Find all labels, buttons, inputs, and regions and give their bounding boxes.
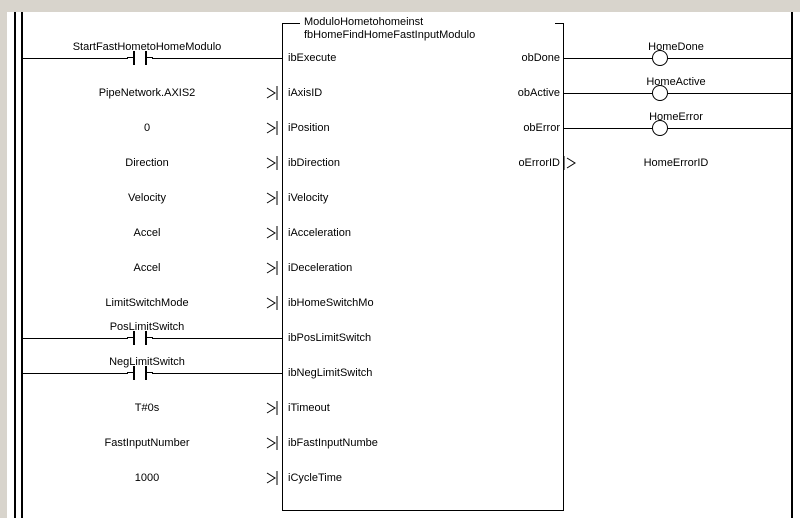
- input-value-label[interactable]: FastInputNumber: [22, 437, 272, 449]
- coil-symbol[interactable]: [652, 50, 668, 66]
- input-value-label[interactable]: 0: [22, 122, 272, 134]
- fb-input-param[interactable]: ibDirection: [288, 157, 408, 169]
- wire: [564, 128, 652, 129]
- fb-instance-name[interactable]: ModuloHometohomeinst: [286, 16, 560, 28]
- fb-output-param[interactable]: obDone: [480, 52, 560, 64]
- wire: [564, 58, 652, 59]
- fb-input-param[interactable]: iCycleTime: [288, 472, 408, 484]
- value-output-connector-icon: [562, 156, 580, 170]
- wire: [152, 373, 282, 374]
- fb-output-param[interactable]: obError: [480, 122, 560, 134]
- input-value-label[interactable]: 1000: [22, 472, 272, 484]
- value-input-connector-icon: [266, 296, 284, 310]
- wire: [22, 58, 128, 59]
- fb-input-param[interactable]: iDeceleration: [288, 262, 408, 274]
- wire: [22, 373, 128, 374]
- input-value-label[interactable]: Direction: [22, 157, 272, 169]
- value-input-connector-icon: [266, 226, 284, 240]
- fb-input-param[interactable]: iTimeout: [288, 402, 408, 414]
- fb-input-param[interactable]: ibPosLimitSwitch: [288, 332, 408, 344]
- output-variable-label[interactable]: HomeDone: [566, 41, 786, 53]
- value-input-connector-icon: [266, 436, 284, 450]
- output-variable-label[interactable]: HomeActive: [566, 76, 786, 88]
- wire: [152, 58, 282, 59]
- input-value-label[interactable]: LimitSwitchMode: [22, 297, 272, 309]
- contact-symbol[interactable]: [127, 331, 153, 345]
- fb-input-param[interactable]: iAxisID: [288, 87, 408, 99]
- ladder-left-power-rail-outer: [14, 12, 16, 518]
- fb-type-name: fbHomeFindHomeFastInputModulo: [286, 29, 560, 41]
- value-input-connector-icon: [266, 471, 284, 485]
- fb-output-param[interactable]: obActive: [480, 87, 560, 99]
- input-value-label[interactable]: PipeNetwork.AXIS2: [22, 87, 272, 99]
- fb-input-param[interactable]: iAcceleration: [288, 227, 408, 239]
- value-input-connector-icon: [266, 156, 284, 170]
- editor-top-margin: [0, 0, 800, 12]
- value-input-connector-icon: [266, 261, 284, 275]
- fb-output-param[interactable]: oErrorID: [480, 157, 560, 169]
- value-input-connector-icon: [266, 86, 284, 100]
- input-value-label[interactable]: Accel: [22, 262, 272, 274]
- fb-input-param[interactable]: iPosition: [288, 122, 408, 134]
- coil-symbol[interactable]: [652, 120, 668, 136]
- editor-left-margin: [0, 0, 7, 518]
- input-value-label[interactable]: Accel: [22, 227, 272, 239]
- ladder-right-power-rail: [791, 12, 793, 518]
- input-value-label[interactable]: Velocity: [22, 192, 272, 204]
- fb-input-param[interactable]: iVelocity: [288, 192, 408, 204]
- fb-input-param[interactable]: ibFastInputNumbe: [288, 437, 408, 449]
- wire: [22, 338, 128, 339]
- contact-symbol[interactable]: [127, 366, 153, 380]
- wire: [668, 93, 791, 94]
- fb-input-param[interactable]: ibHomeSwitchMo: [288, 297, 408, 309]
- wire: [668, 128, 791, 129]
- value-input-connector-icon: [266, 401, 284, 415]
- coil-symbol[interactable]: [652, 85, 668, 101]
- contact-symbol[interactable]: [127, 51, 153, 65]
- output-value-label[interactable]: HomeErrorID: [566, 157, 786, 169]
- input-value-label[interactable]: T#0s: [22, 402, 272, 414]
- value-input-connector-icon: [266, 121, 284, 135]
- output-variable-label[interactable]: HomeError: [566, 111, 786, 123]
- fb-input-param[interactable]: ibExecute: [288, 52, 408, 64]
- wire: [564, 93, 652, 94]
- wire: [668, 58, 791, 59]
- fb-input-param[interactable]: ibNegLimitSwitch: [288, 367, 408, 379]
- wire: [152, 338, 282, 339]
- value-input-connector-icon: [266, 191, 284, 205]
